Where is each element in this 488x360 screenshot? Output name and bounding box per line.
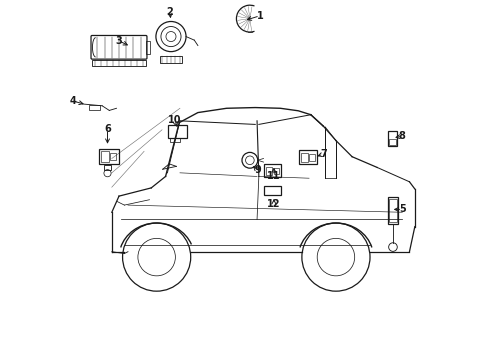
Bar <box>388 139 395 145</box>
Bar <box>110 153 116 160</box>
Bar <box>168 125 187 138</box>
Bar <box>160 56 182 63</box>
Text: 12: 12 <box>266 199 280 210</box>
Bar <box>103 165 111 170</box>
Text: 5: 5 <box>398 204 405 215</box>
Text: 6: 6 <box>104 124 111 134</box>
Bar <box>170 138 180 142</box>
Text: 3: 3 <box>115 36 122 46</box>
Bar <box>387 197 397 224</box>
Text: 2: 2 <box>166 7 173 17</box>
Bar <box>101 151 109 162</box>
Text: 9: 9 <box>253 165 260 175</box>
Bar <box>387 131 396 146</box>
Bar <box>301 153 308 162</box>
Bar <box>273 168 279 174</box>
Bar <box>265 167 272 175</box>
Bar <box>264 163 281 177</box>
Text: 7: 7 <box>319 149 326 159</box>
Bar <box>99 149 119 164</box>
Bar <box>145 41 150 54</box>
Text: 10: 10 <box>167 115 181 125</box>
Bar <box>263 186 281 195</box>
Bar <box>388 199 396 222</box>
Text: 11: 11 <box>266 171 280 181</box>
Bar <box>299 150 316 164</box>
Bar <box>89 105 100 110</box>
Text: 8: 8 <box>398 131 405 141</box>
Bar <box>92 59 145 66</box>
Bar <box>309 154 314 161</box>
Text: 1: 1 <box>256 11 263 21</box>
Text: 4: 4 <box>70 96 76 106</box>
